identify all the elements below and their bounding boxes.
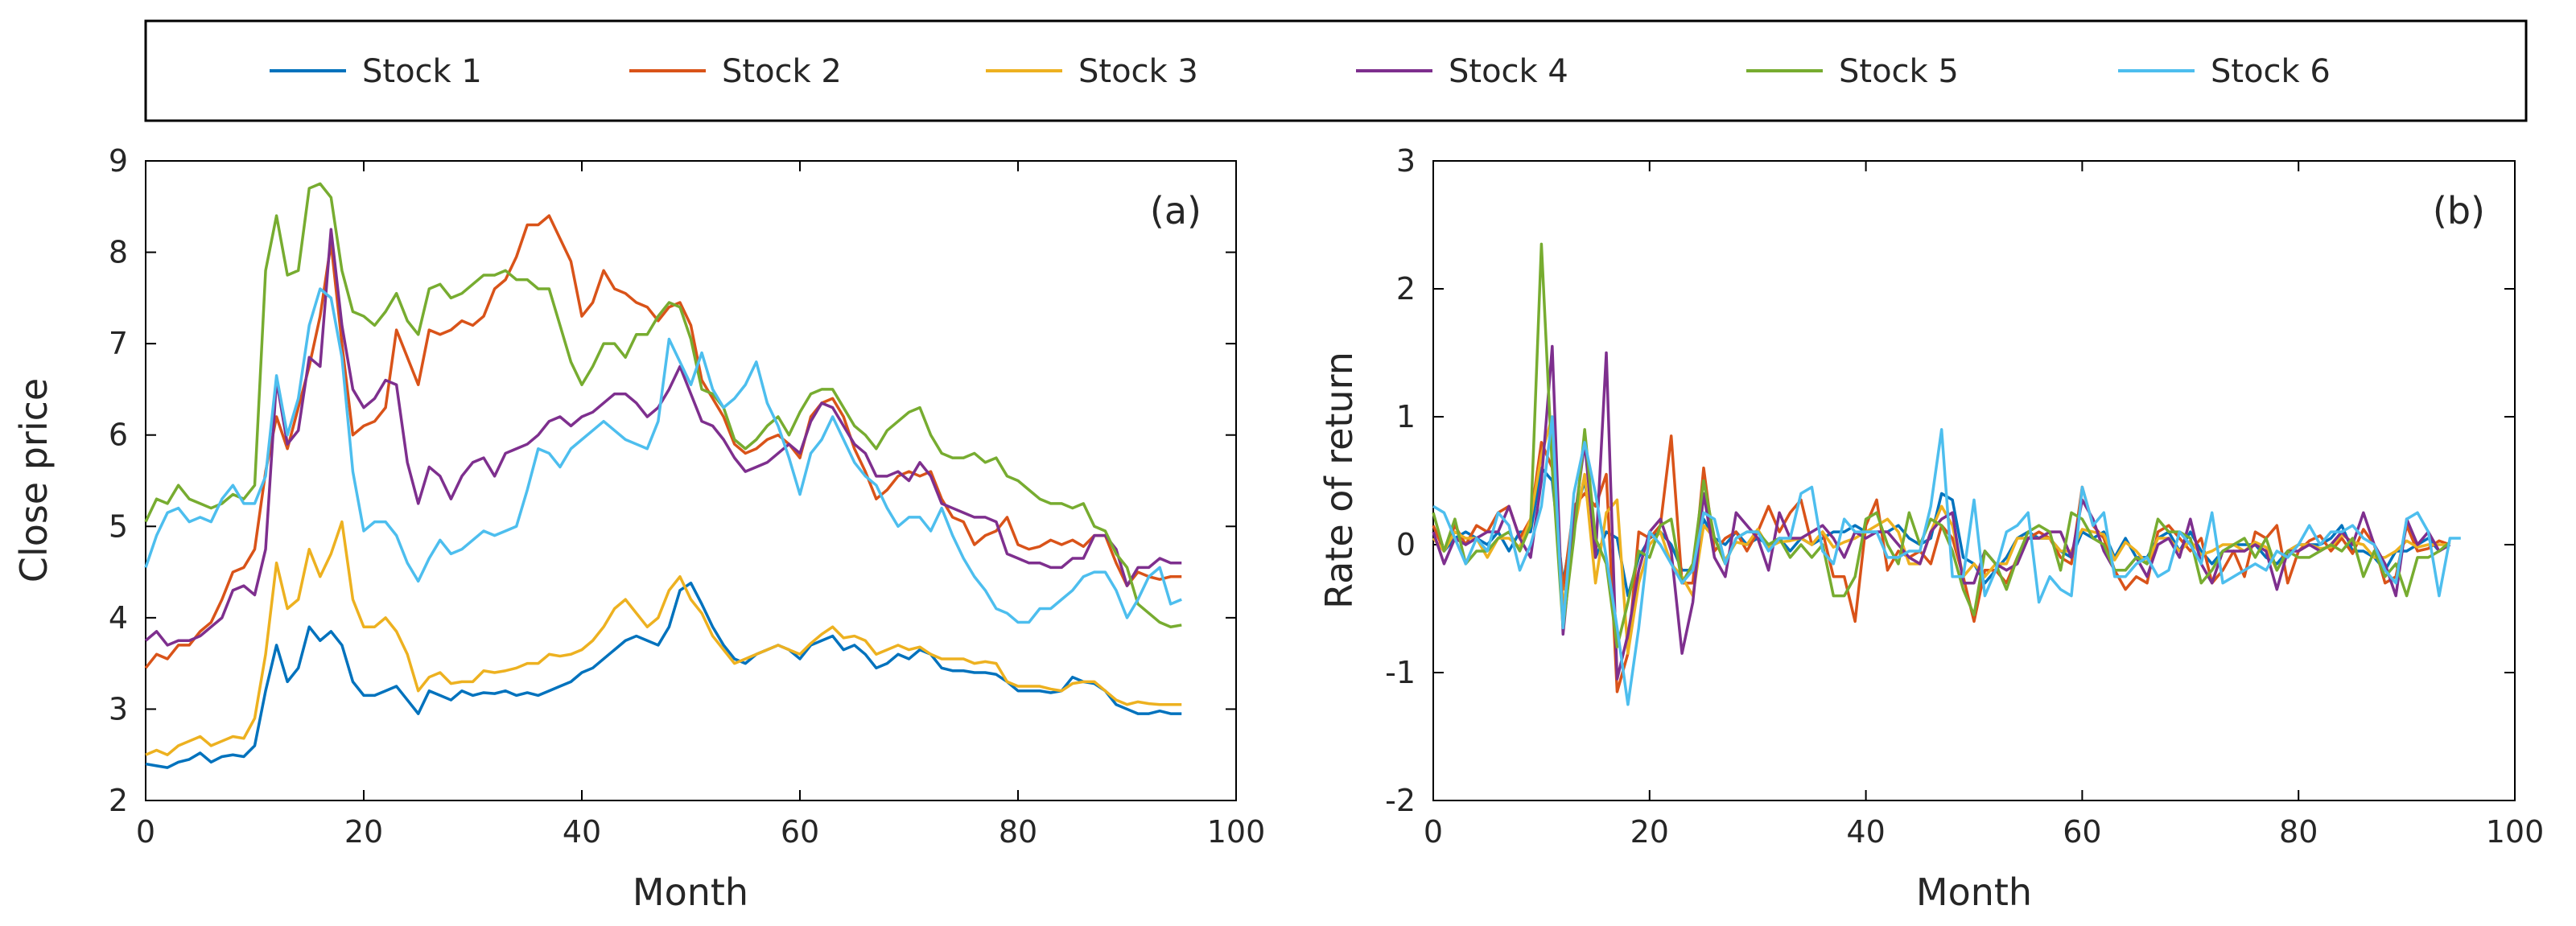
panel-b-xtick-label: 100 — [2486, 814, 2545, 850]
panel-a-tag: (a) — [1150, 189, 1201, 233]
panel-b-frame — [1432, 160, 2516, 801]
panel-b-series-stock-6 — [1432, 415, 2461, 706]
panel-b-xtick-label: 60 — [2063, 814, 2101, 850]
panel-b-xtick-label: 40 — [1846, 814, 1885, 850]
panel-b-tag: (b) — [2433, 189, 2485, 233]
legend-label-stock-2: Stock 2 — [722, 53, 842, 90]
panel-a-frame — [145, 160, 1237, 801]
legend-label-stock-1: Stock 1 — [362, 53, 482, 90]
panel-b-ytick-label: 1 — [1396, 399, 1416, 434]
panel-b: 0 20 40 60 80 100 -2 -1 0 1 2 3 (b) Month Rate of r… — [1317, 143, 2544, 914]
panel-a-ytick-label: 4 — [109, 600, 128, 636]
legend-label-stock-6: Stock 6 — [2211, 53, 2331, 90]
panel-b-ytick-label: -2 — [1385, 783, 1416, 818]
legend-label-stock-4: Stock 4 — [1449, 53, 1568, 90]
panel-b-series-stock-5 — [1432, 242, 2451, 648]
panel-a-ytick-label: 2 — [109, 783, 128, 818]
legend: Stock 1 Stock 2 Stock 3 Stock 4 Stock 5 … — [144, 19, 2528, 122]
panel-b-xtick-label: 0 — [1424, 814, 1443, 850]
panel-a-ytick-label: 5 — [109, 508, 128, 544]
panel-b-ytick-label: 0 — [1396, 527, 1416, 562]
panel-a-xtick-label: 60 — [781, 814, 819, 850]
panel-a-series-stock-5 — [144, 182, 1182, 628]
panel-a-xtick-label: 20 — [344, 814, 383, 850]
panel-a-xtick-label: 0 — [136, 814, 155, 850]
panel-b-ytick-label: 3 — [1396, 143, 1416, 179]
panel-b-xlabel: Month — [1916, 870, 2032, 914]
panel-a: 0 20 40 60 80 100 2 3 4 5 6 7 8 9 (a) Month Close pri… — [12, 143, 1265, 914]
panel-a-ytick-label: 7 — [109, 326, 128, 361]
panel-b-ytick-label: 2 — [1396, 271, 1416, 307]
panel-b-xtick-label: 20 — [1630, 814, 1669, 850]
legend-label-stock-5: Stock 5 — [1839, 53, 1959, 90]
panel-a-xtick-label: 100 — [1207, 814, 1266, 850]
panel-a-series-stock-2 — [144, 214, 1182, 669]
panel-a-series-stock-6 — [144, 287, 1182, 624]
panel-b-ytick-label: -1 — [1385, 655, 1416, 690]
panel-a-series-stock-4 — [144, 228, 1182, 647]
panel-a-series-stock-3 — [145, 520, 1182, 756]
panel-a-xtick-label: 40 — [563, 814, 601, 850]
legend-label-stock-3: Stock 3 — [1078, 53, 1198, 90]
panel-b-xtick-label: 80 — [2279, 814, 2318, 850]
panel-a-ylabel: Close price — [12, 378, 56, 582]
panel-a-xtick-label: 80 — [999, 814, 1037, 850]
panel-a-ytick-label: 9 — [109, 143, 128, 179]
panel-b-series-stock-4 — [1432, 344, 2451, 681]
panel-b-ylabel: Rate of return — [1317, 352, 1361, 609]
panel-a-xlabel: Month — [633, 870, 748, 914]
panel-a-ytick-label: 8 — [109, 235, 128, 270]
panel-a-ytick-label: 3 — [109, 691, 128, 726]
panel-a-ytick-label: 6 — [109, 418, 128, 453]
